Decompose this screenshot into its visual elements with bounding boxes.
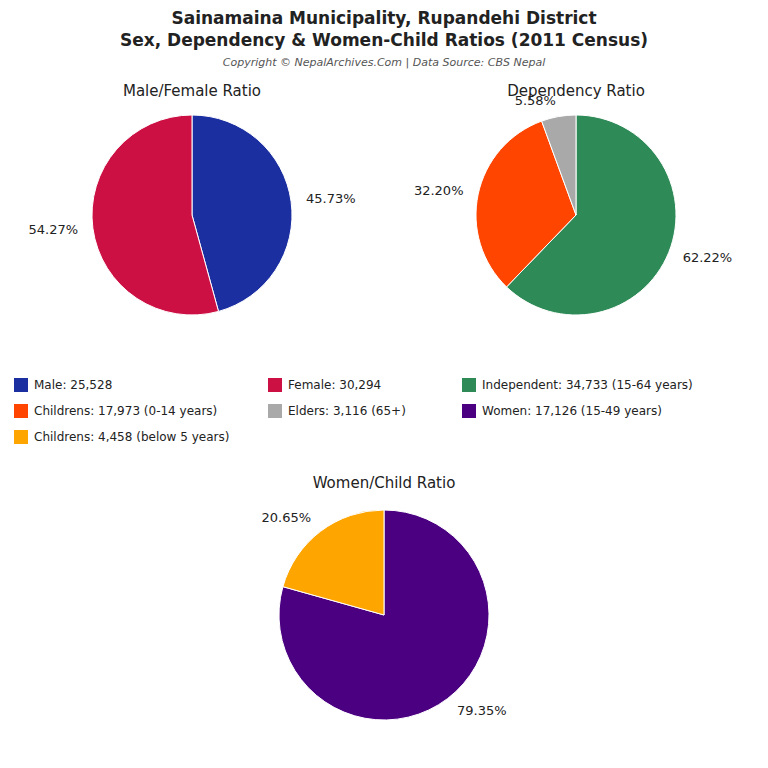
slices xyxy=(92,115,292,315)
legend-label: Elders: 3,116 (65+) xyxy=(288,404,406,418)
legend-item: Childrens: 17,973 (0-14 years) xyxy=(14,404,217,419)
legend-label: Male: 25,528 xyxy=(34,378,112,392)
legend-swatch xyxy=(268,404,282,418)
slices xyxy=(476,115,676,315)
data-labels: 62.22% 32.20% 5.58% xyxy=(414,93,732,264)
legend-label: Female: 30,294 xyxy=(288,378,381,392)
legend-label: Independent: 34,733 (15-64 years) xyxy=(482,378,693,392)
chart: Sainamaina Municipality, Rupandehi Distr… xyxy=(0,0,768,768)
subtitle: Sex, Dependency & Women-Child Ratios (20… xyxy=(120,30,648,50)
pie-chart: Women/Child Ratio 79.35% 20.65% xyxy=(261,474,506,720)
legend-item: Male: 25,528 xyxy=(14,378,112,393)
data-label: 32.20% xyxy=(414,183,464,198)
slice xyxy=(279,510,489,720)
legend-swatch xyxy=(462,404,476,418)
data-label: 54.27% xyxy=(28,222,78,237)
data-label: 79.35% xyxy=(457,703,507,718)
data-label: 45.73% xyxy=(306,191,356,206)
data-labels: 45.73% 54.27% xyxy=(28,191,355,237)
legend-swatch xyxy=(14,404,28,418)
legend-label: Women: 17,126 (15-49 years) xyxy=(482,404,662,418)
legend-swatch xyxy=(268,378,282,392)
pie-title: Women/Child Ratio xyxy=(313,474,456,492)
annotation: Copyright © NepalArchives.Com | Data Sou… xyxy=(223,56,545,69)
slice xyxy=(283,510,384,615)
data-label: 20.65% xyxy=(261,510,311,525)
legend-item: Elders: 3,116 (65+) xyxy=(268,404,406,419)
data-label: 5.58% xyxy=(515,93,556,108)
legend-swatch xyxy=(14,430,28,444)
legend-label: Childrens: 4,458 (below 5 years) xyxy=(34,430,229,444)
legend-item: Independent: 34,733 (15-64 years) xyxy=(462,378,693,393)
pie-chart: Male/Female Ratio 45.73% 54.27% xyxy=(28,82,355,315)
legend-item: Women: 17,126 (15-49 years) xyxy=(462,404,662,419)
data-label: 62.22% xyxy=(683,250,733,265)
slices xyxy=(279,510,489,720)
legend-swatch xyxy=(462,378,476,392)
pie-title: Male/Female Ratio xyxy=(123,82,261,100)
legend-label: Childrens: 17,973 (0-14 years) xyxy=(34,404,217,418)
legend: Male: 25,528 Female: 30,294 Independent: 3… xyxy=(14,378,693,445)
data-labels: 79.35% 20.65% xyxy=(261,510,506,717)
slice xyxy=(542,115,576,215)
legend-item: Female: 30,294 xyxy=(268,378,381,393)
pie-chart: Dependency Ratio62.22%32.20%5.58% xyxy=(414,82,732,315)
title: Sainamaina Municipality, Rupandehi Distr… xyxy=(171,8,596,28)
slice xyxy=(92,115,219,315)
legend-item: Childrens: 4,458 (below 5 years) xyxy=(14,430,229,445)
legend-swatch xyxy=(14,378,28,392)
